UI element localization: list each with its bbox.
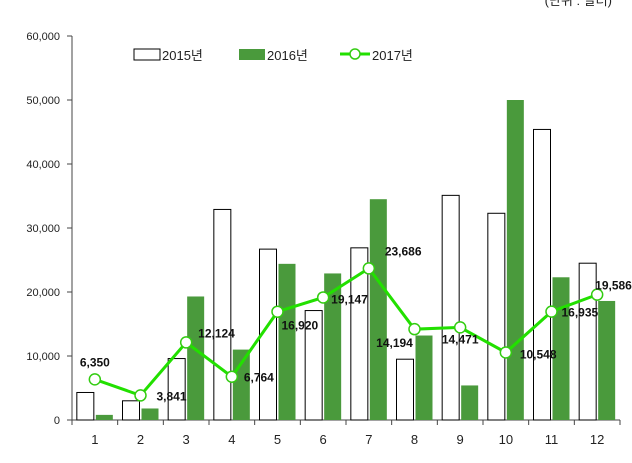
point-2017 — [408, 322, 421, 336]
data-label-2017: 19,147 — [331, 292, 368, 306]
x-tick-label: 9 — [457, 432, 464, 447]
point-2017 — [316, 291, 330, 304]
bar-2016 — [369, 199, 387, 420]
line-series — [88, 262, 604, 402]
legend-marker-2017 — [349, 48, 361, 60]
x-tick-label: 7 — [365, 432, 372, 447]
data-label-2017: 16,920 — [282, 319, 319, 333]
data-label-2017: 16,935 — [562, 306, 599, 320]
data-label-2017: 23,686 — [385, 244, 422, 258]
bar-2015 — [350, 247, 369, 421]
bar-2015 — [259, 248, 277, 421]
data-label-2017: 14,471 — [442, 332, 479, 346]
point-2017 — [590, 288, 604, 301]
x-tick-label: 4 — [228, 432, 235, 447]
bar-2016 — [141, 408, 159, 420]
legend-swatch-2016 — [239, 49, 265, 60]
bar-2015 — [396, 358, 414, 421]
bar-2016 — [324, 273, 342, 420]
point-2017 — [499, 346, 513, 359]
x-tick-label: 1 — [91, 432, 98, 447]
y-tick-label: 10,000 — [26, 351, 60, 363]
point-2017 — [453, 321, 467, 334]
bar-2016 — [232, 349, 250, 420]
legend: 2015년 2016년 2017년 — [133, 48, 413, 63]
x-tick-label: 6 — [320, 432, 327, 447]
bar-2016 — [187, 296, 205, 420]
point-2017 — [134, 389, 147, 402]
point-2017 — [225, 370, 239, 383]
point-2017 — [271, 305, 284, 318]
legend-label-2015: 2015년 — [162, 48, 203, 63]
bar-2016 — [598, 300, 616, 420]
data-label-2017: 6,350 — [80, 355, 110, 369]
y-tick-label: 20,000 — [26, 287, 60, 299]
bars — [76, 100, 616, 421]
point-2017 — [88, 373, 102, 386]
y-tick-label: 40,000 — [26, 159, 60, 171]
legend-label-2016: 2016년 — [267, 48, 308, 63]
bar-2015 — [304, 310, 323, 421]
point-2017 — [179, 336, 193, 349]
point-2017 — [545, 305, 558, 318]
data-label-2017: 12,124 — [198, 326, 235, 340]
bar-2016 — [278, 263, 296, 420]
data-labels: 6,350 3,841 12,124 6,764 16,920 19,147 23,686 1… — [80, 244, 632, 403]
bar-2015 — [487, 212, 506, 421]
y-tick-label: 30,000 — [26, 223, 60, 235]
y-axis: 0 10,000 20,000 30,000 40,000 50,000 60,000 — [26, 31, 73, 427]
y-tick-label: 0 — [54, 415, 60, 427]
y-tick-label: 60,000 — [26, 31, 60, 43]
data-label-2017: 6,764 — [244, 371, 274, 385]
bar-2015 — [76, 391, 95, 421]
bar-2016 — [415, 335, 433, 420]
data-label-2017: 10,548 — [520, 347, 557, 361]
data-label-2017: 19,586 — [595, 279, 632, 293]
bar-2015 — [122, 400, 140, 421]
legend-swatch-2015 — [133, 48, 161, 61]
x-tick-label: 10 — [499, 432, 513, 447]
x-tick-label: 8 — [411, 432, 418, 447]
bar-2016 — [506, 100, 524, 420]
x-tick-label: 12 — [590, 432, 604, 447]
bar-2015 — [441, 194, 460, 421]
x-tick-label: 5 — [274, 432, 281, 447]
y-tick-label: 50,000 — [26, 95, 60, 107]
bar-2015 — [167, 358, 186, 421]
point-2017 — [362, 262, 376, 275]
x-tick-label: 3 — [183, 432, 190, 447]
data-label-2017: 14,194 — [376, 336, 413, 350]
bar-2016 — [461, 385, 479, 420]
bar-2015 — [533, 128, 551, 421]
x-axis: 1 2 3 4 5 6 7 8 9 10 11 12 — [71, 419, 621, 447]
unit-note: (단위 : 달러) — [545, 0, 612, 8]
bar-2015 — [578, 262, 597, 421]
line-2017 — [94, 266, 598, 398]
data-label-2017: 3,841 — [157, 389, 187, 403]
x-tick-label: 2 — [137, 432, 144, 447]
bar-2016 — [95, 414, 113, 420]
x-tick-label: 11 — [545, 432, 559, 447]
bar-2015 — [213, 208, 232, 421]
legend-label-2017: 2017년 — [372, 48, 413, 63]
